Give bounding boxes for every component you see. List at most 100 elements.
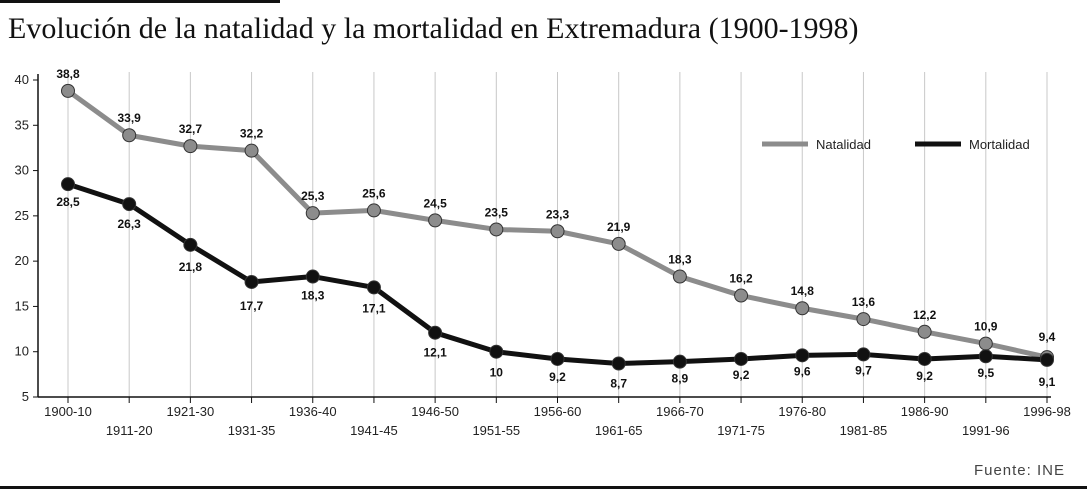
- x-tick-label-9: 1961-65: [595, 423, 643, 438]
- point-mortalidad-2: [183, 237, 198, 252]
- y-tick-label-5: 5: [22, 389, 29, 404]
- x-tick-label-2: 1921-30: [167, 404, 215, 419]
- y-tick-label-30: 30: [15, 163, 29, 178]
- y-tick-label-25: 25: [15, 208, 29, 223]
- point-mortalidad-1: [122, 197, 137, 212]
- point-natalidad-7: [489, 222, 504, 237]
- x-tick-label-7: 1951-55: [472, 423, 520, 438]
- point-mortalidad-4: [305, 269, 320, 284]
- x-axis-ticks: 1900-10 1911-20 1921-30 1931-35 1936-40 1941-…: [44, 397, 1071, 438]
- point-mortalidad-6: [428, 325, 443, 340]
- data-label-mortalidad-16: 9,1: [1039, 375, 1056, 389]
- x-tick-label-1: 1911-20: [106, 423, 153, 438]
- data-label-mortalidad-3: 17,7: [240, 299, 264, 313]
- axes: [37, 74, 1051, 398]
- legend-label-natalidad: Natalidad: [816, 137, 871, 152]
- point-natalidad-14: [917, 324, 932, 339]
- data-label-mortalidad-6: 12,1: [423, 346, 447, 360]
- point-mortalidad-8: [550, 351, 565, 366]
- data-label-natalidad-15: 10,9: [974, 320, 998, 334]
- data-label-natalidad-4: 25,3: [301, 189, 325, 203]
- data-label-natalidad-12: 14,8: [791, 284, 815, 298]
- data-label-natalidad-5: 25,6: [362, 186, 386, 200]
- data-label-mortalidad-2: 21,8: [179, 260, 203, 274]
- data-label-natalidad-2: 32,7: [179, 122, 203, 136]
- x-tick-label-8: 1956-60: [534, 404, 582, 419]
- y-tick-label-35: 35: [15, 117, 29, 132]
- point-natalidad-3: [244, 143, 259, 158]
- data-label-mortalidad-10: 8,9: [672, 372, 689, 386]
- x-tick-label-10: 1966-70: [656, 404, 704, 419]
- y-tick-label-20: 20: [15, 253, 29, 268]
- x-tick-label-11: 1971-75: [717, 423, 765, 438]
- y-tick-label-40: 40: [15, 72, 29, 87]
- data-label-natalidad-7: 23,5: [485, 205, 509, 219]
- data-label-mortalidad-11: 9,2: [733, 368, 750, 382]
- top-rule: [0, 0, 280, 3]
- data-label-mortalidad-14: 9,2: [916, 369, 933, 383]
- data-label-mortalidad-5: 17,1: [362, 301, 386, 315]
- bottom-rule: [0, 486, 1087, 489]
- point-mortalidad-10: [672, 354, 687, 369]
- point-mortalidad-15: [978, 349, 993, 364]
- x-tick-label-13: 1981-85: [840, 423, 888, 438]
- point-mortalidad-5: [366, 280, 381, 295]
- point-mortalidad-9: [611, 356, 626, 371]
- data-label-natalidad-13: 13,6: [852, 295, 876, 309]
- point-mortalidad-7: [489, 344, 504, 359]
- data-label-mortalidad-15: 9,5: [977, 366, 994, 380]
- point-mortalidad-16: [1040, 352, 1054, 367]
- series-group: [61, 83, 1054, 371]
- x-tick-label-15: 1991-96: [962, 423, 1010, 438]
- data-label-natalidad-11: 16,2: [729, 272, 753, 286]
- point-natalidad-12: [795, 301, 810, 316]
- point-mortalidad-11: [734, 351, 749, 366]
- data-label-mortalidad-9: 8,7: [610, 376, 627, 390]
- data-label-natalidad-16: 9,4: [1039, 330, 1056, 344]
- point-natalidad-4: [305, 206, 320, 221]
- x-tick-label-12: 1976-80: [778, 404, 826, 419]
- data-label-mortalidad-1: 26,3: [118, 217, 142, 231]
- point-natalidad-2: [183, 139, 198, 154]
- y-tick-label-15: 15: [15, 298, 29, 313]
- data-label-natalidad-8: 23,3: [546, 207, 570, 221]
- x-tick-label-3: 1931-35: [228, 423, 276, 438]
- point-natalidad-6: [428, 213, 443, 228]
- x-tick-label-6: 1946-50: [411, 404, 459, 419]
- data-label-natalidad-14: 12,2: [913, 308, 937, 322]
- data-label-natalidad-1: 33,9: [118, 111, 142, 125]
- y-tick-label-10: 10: [15, 344, 29, 359]
- point-natalidad-11: [734, 288, 749, 303]
- data-label-natalidad-6: 24,5: [423, 196, 447, 210]
- data-label-mortalidad-12: 9,6: [794, 364, 811, 378]
- grid-lines: [67, 72, 1048, 397]
- data-label-mortalidad-7: 10: [490, 366, 504, 380]
- point-mortalidad-3: [244, 274, 259, 289]
- data-label-mortalidad-8: 9,2: [549, 370, 566, 384]
- x-tick-label-5: 1941-45: [350, 423, 398, 438]
- point-mortalidad-13: [856, 347, 871, 362]
- data-label-natalidad-10: 18,3: [668, 253, 692, 267]
- point-natalidad-15: [978, 336, 993, 351]
- chart-title: Evolución de la natalidad y la mortalida…: [8, 12, 859, 45]
- data-label-mortalidad-0: 28,5: [56, 195, 80, 209]
- point-mortalidad-14: [917, 351, 932, 366]
- point-mortalidad-12: [795, 348, 810, 363]
- data-label-natalidad-9: 21,9: [607, 220, 631, 234]
- data-labels: 38,8 33,9 32,7 32,2 25,3 25,6 24,5 23,5 23,3 21,9…: [56, 67, 1055, 391]
- point-mortalidad-0: [61, 177, 75, 192]
- point-natalidad-8: [550, 224, 565, 239]
- data-label-mortalidad-4: 18,3: [301, 289, 325, 303]
- x-tick-label-4: 1936-40: [289, 404, 337, 419]
- point-natalidad-1: [122, 128, 137, 143]
- x-tick-label-16: 1996-98: [1023, 404, 1071, 419]
- data-label-mortalidad-13: 9,7: [855, 363, 872, 377]
- point-natalidad-10: [672, 269, 687, 284]
- point-natalidad-13: [856, 312, 871, 327]
- y-axis-ticks: 5 10 15 20 25 30 35 40: [15, 72, 38, 404]
- point-natalidad-0: [61, 83, 75, 98]
- data-label-natalidad-0: 38,8: [56, 67, 80, 81]
- source-note: Fuente: INE: [973, 462, 1065, 479]
- x-tick-label-14: 1986-90: [901, 404, 949, 419]
